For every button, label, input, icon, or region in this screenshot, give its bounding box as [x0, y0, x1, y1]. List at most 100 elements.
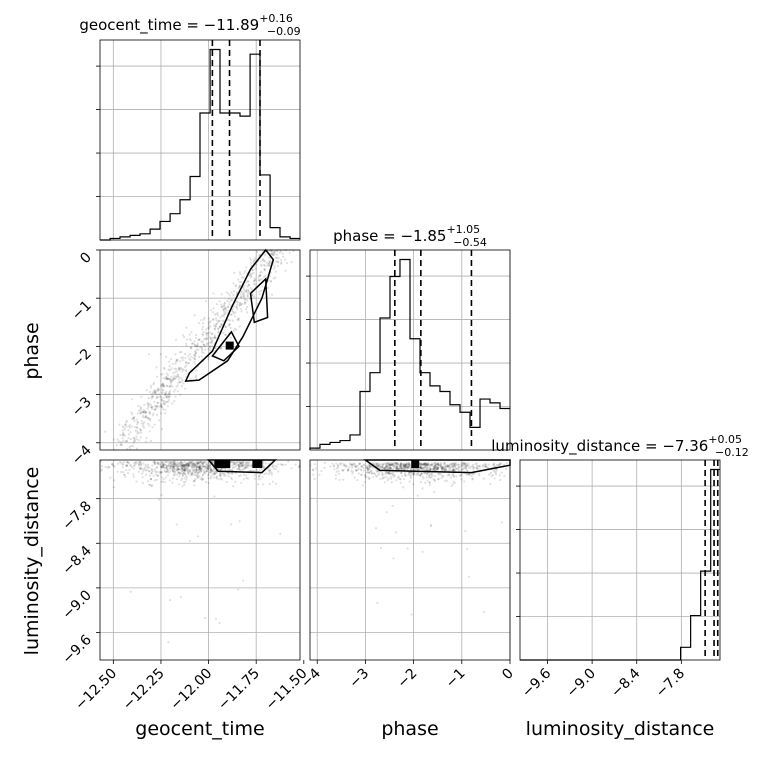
sample-point	[437, 477, 440, 481]
sample-point	[166, 469, 169, 472]
sample-point	[228, 294, 232, 297]
sample-point	[130, 398, 133, 401]
sample-point	[478, 464, 481, 467]
sample-point	[183, 469, 186, 472]
sample-point	[441, 466, 444, 469]
sample-point	[179, 469, 182, 472]
sample-point	[142, 416, 145, 419]
sample-point	[165, 467, 169, 470]
sample-point	[238, 285, 242, 288]
sample-point	[238, 304, 241, 307]
sample-point	[464, 465, 467, 468]
sample-point	[228, 323, 231, 326]
sample-point	[392, 466, 395, 469]
sample-point	[381, 474, 384, 477]
sample-point	[220, 347, 223, 350]
sample-point	[420, 471, 423, 475]
sample-point	[358, 462, 361, 466]
sample-point	[242, 467, 245, 470]
sample-point	[215, 319, 218, 322]
sample-point	[238, 475, 241, 478]
sample-point	[433, 466, 436, 469]
sample-point	[339, 463, 342, 466]
sample-point	[332, 465, 335, 468]
sample-point	[122, 426, 125, 429]
sample-point	[381, 465, 384, 468]
sample-point	[238, 304, 241, 307]
y-tick-label: −8.4	[59, 543, 94, 578]
sample-point	[402, 468, 406, 471]
sample-point	[168, 479, 171, 482]
sample-point	[408, 465, 411, 468]
sample-point	[172, 377, 175, 380]
sample-point	[185, 464, 188, 467]
sample-point	[461, 463, 464, 467]
sample-point	[237, 588, 240, 591]
sample-point	[176, 471, 180, 474]
sample-point	[190, 472, 193, 475]
sample-point	[428, 481, 431, 484]
sample-point	[229, 523, 232, 526]
sample-point	[204, 616, 207, 619]
sample-point	[357, 472, 360, 475]
sample-point	[162, 366, 165, 369]
sample-point	[168, 360, 171, 363]
sample-point	[203, 472, 206, 475]
sample-point	[116, 438, 119, 441]
sample-point	[478, 474, 481, 477]
sample-point	[179, 464, 182, 467]
sample-point	[355, 464, 358, 467]
sample-point	[178, 380, 181, 384]
sample-point	[137, 470, 141, 473]
sample-point	[276, 260, 279, 263]
sample-point	[433, 466, 436, 470]
sample-point	[111, 463, 114, 466]
sample-point	[139, 462, 142, 465]
panels: −12.50 −12.25 −12.00 −11.75 −11.50−4 −3 −2 −1 0−…	[59, 39, 721, 713]
sample-point	[125, 440, 129, 443]
sample-point	[169, 465, 173, 468]
sample-point	[160, 461, 163, 465]
sample-point	[153, 468, 156, 471]
sample-point	[407, 472, 410, 475]
sample-point	[164, 401, 167, 404]
sample-point	[231, 461, 234, 464]
sample-point	[239, 302, 242, 305]
sample-point	[201, 463, 204, 466]
sample-point	[161, 461, 164, 464]
sample-point	[185, 344, 188, 347]
sample-point	[153, 400, 156, 403]
sample-point	[164, 392, 167, 395]
sample-point	[406, 466, 409, 469]
sample-point	[113, 479, 116, 482]
sample-point	[231, 310, 234, 313]
sample-point	[160, 471, 163, 474]
sample-point	[433, 490, 436, 493]
sample-point	[151, 395, 154, 398]
sample-point	[156, 461, 159, 464]
sample-point	[141, 481, 144, 485]
sample-point	[236, 461, 239, 464]
sample-point	[197, 461, 200, 465]
sample-point	[149, 403, 152, 406]
sample-point	[446, 474, 449, 477]
sample-point	[353, 465, 356, 468]
sample-point	[165, 395, 168, 398]
sample-point	[171, 385, 174, 388]
sample-point	[392, 473, 395, 476]
sample-point	[155, 404, 158, 407]
sample-point	[350, 464, 353, 467]
sample-point	[232, 282, 235, 285]
sample-point	[193, 353, 196, 356]
sample-point	[407, 463, 411, 466]
sample-point	[204, 348, 207, 351]
sample-point	[236, 463, 239, 467]
sample-point	[189, 461, 192, 464]
sample-point	[156, 401, 159, 405]
sample-point	[390, 462, 393, 465]
sample-point	[160, 398, 163, 401]
sample-point	[386, 471, 389, 474]
sample-point	[162, 385, 165, 388]
sample-point	[280, 261, 283, 264]
sample-point	[384, 465, 388, 469]
